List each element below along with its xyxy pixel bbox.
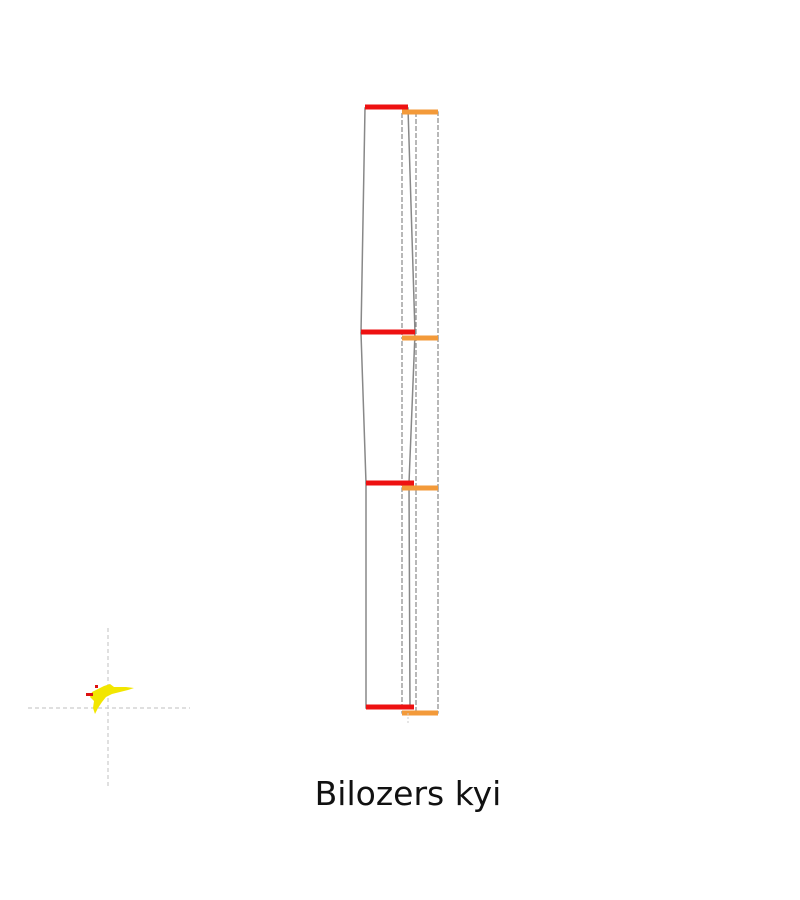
map-location-marker-icon xyxy=(86,684,134,714)
marker-shape xyxy=(90,684,134,714)
orange-level-bars xyxy=(402,109,438,716)
locator-crosshair xyxy=(28,628,190,788)
right-stack-lower-outline xyxy=(401,487,439,714)
left-stack-upper-outline xyxy=(360,107,416,334)
left-stack-lower-outline xyxy=(365,482,411,709)
page-title: Bilozers kyi xyxy=(314,774,502,813)
red-level-bars xyxy=(361,104,415,710)
marker-accent xyxy=(95,685,98,688)
right-stack-upper-outline xyxy=(401,111,439,339)
left-stack-middle-outline xyxy=(360,332,416,484)
left-stack xyxy=(360,107,416,709)
right-stack-middle-outline xyxy=(401,337,439,489)
right-stack xyxy=(401,111,439,714)
marker-accent xyxy=(86,693,93,696)
